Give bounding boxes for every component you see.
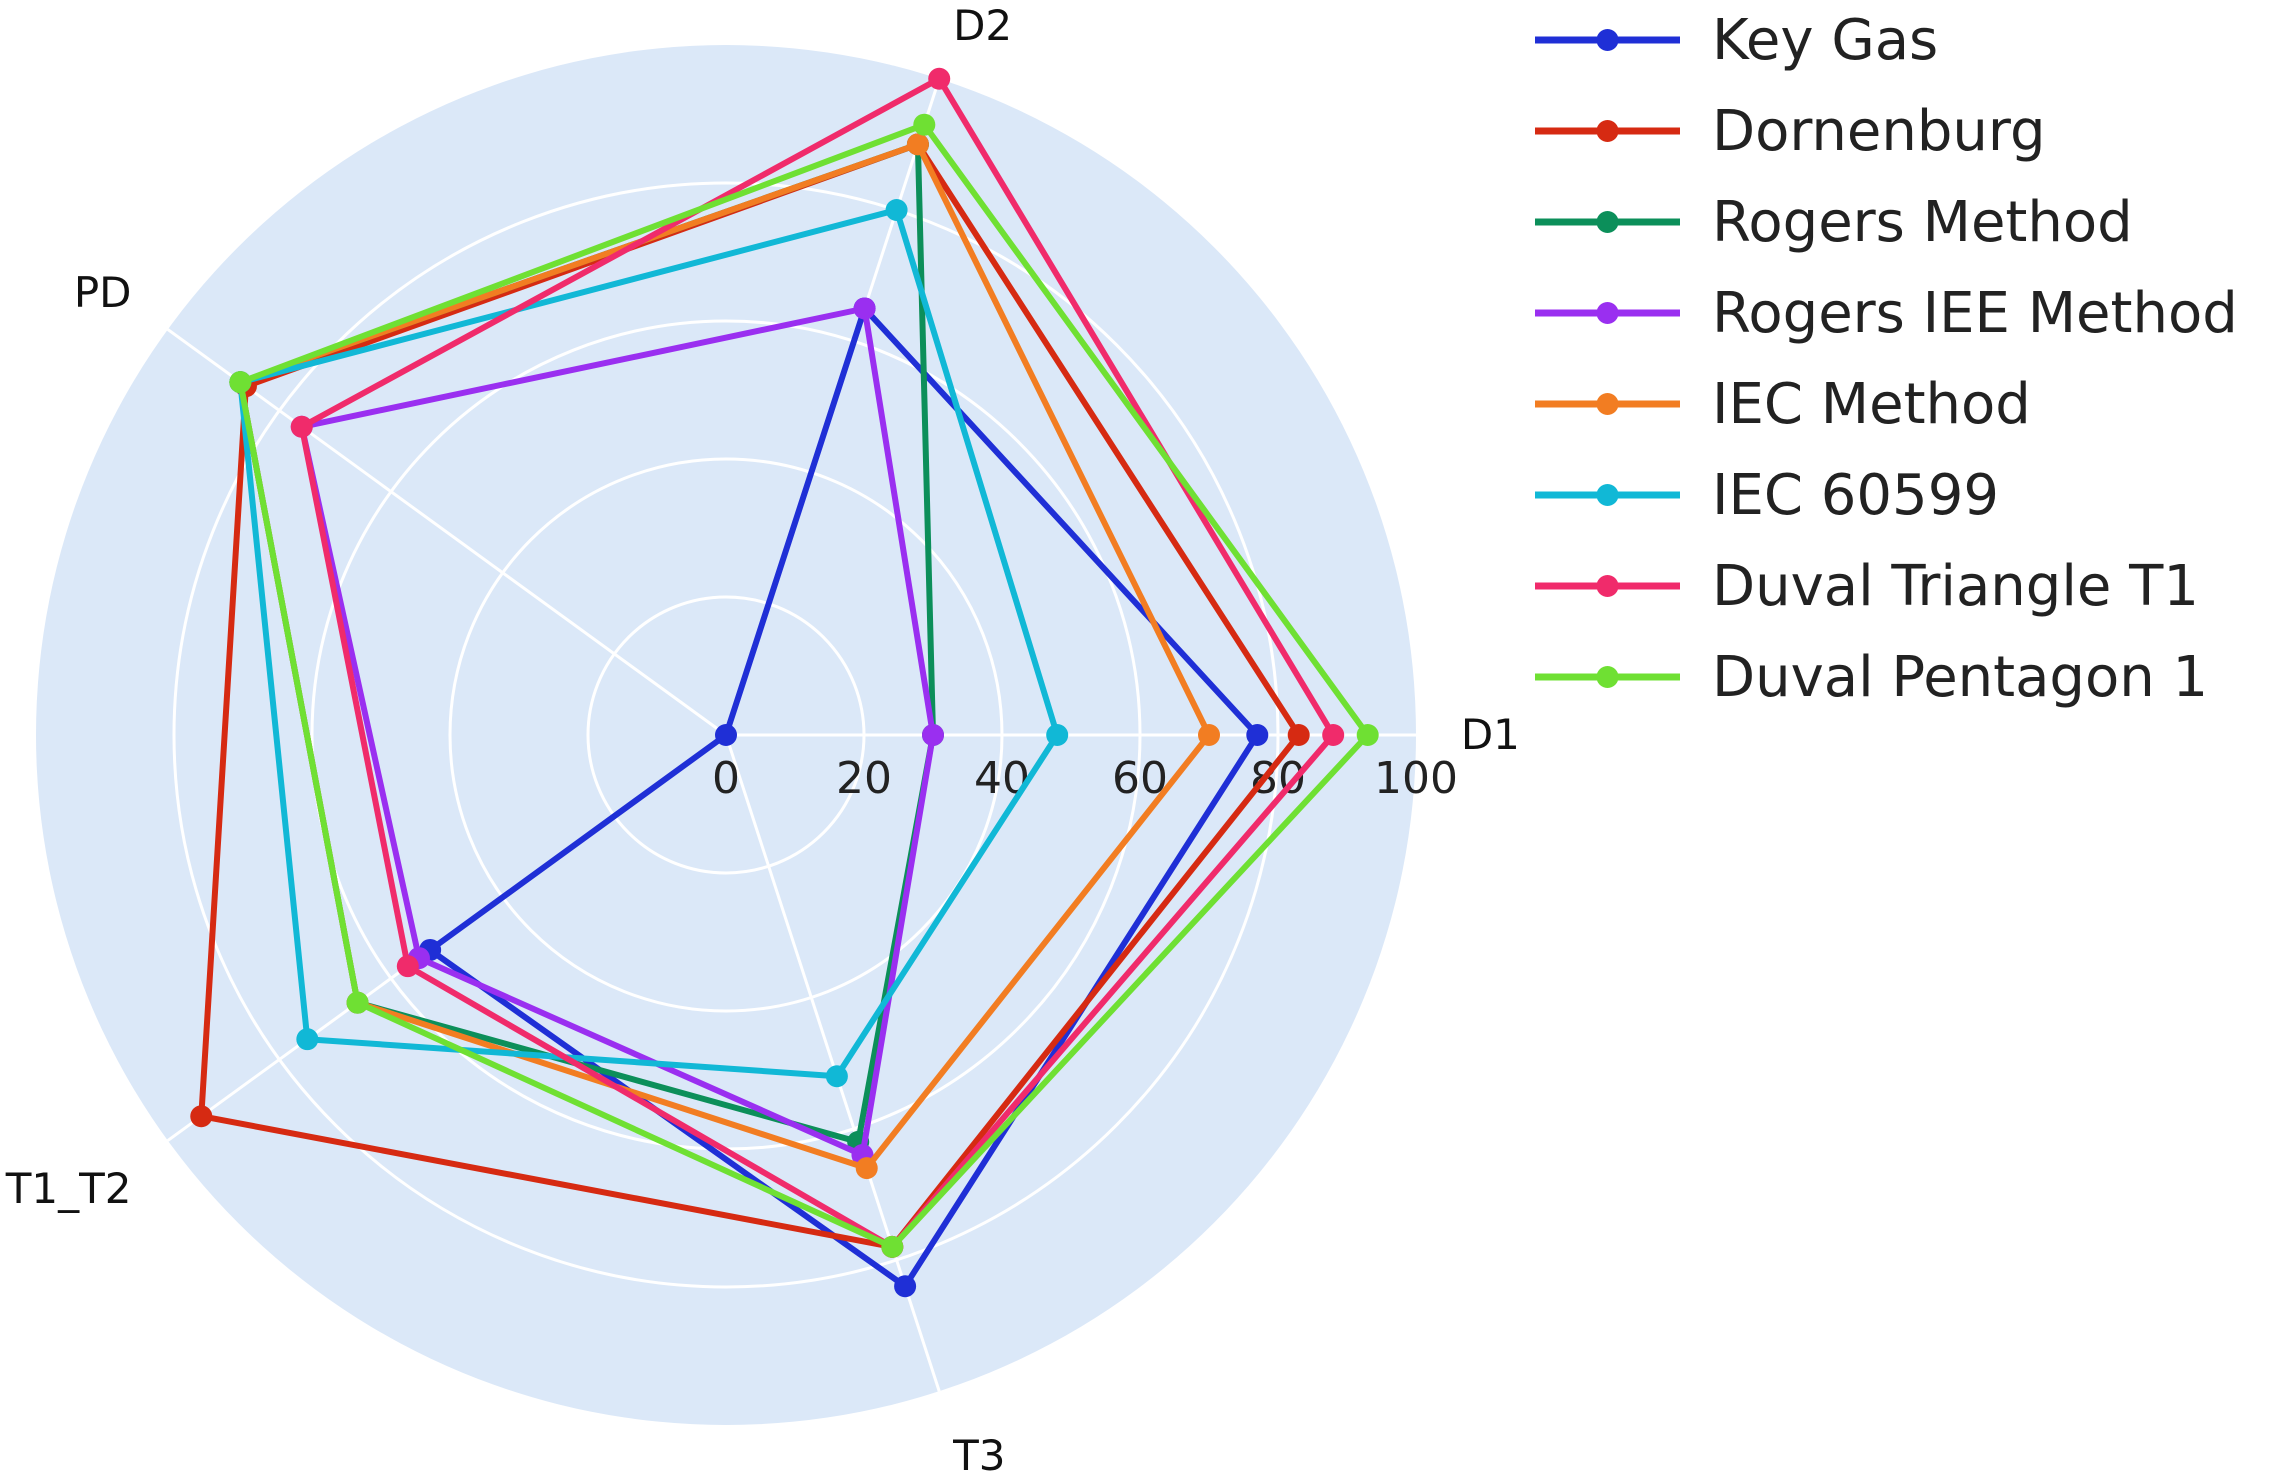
axis-label-pd: PD (74, 268, 132, 317)
data-point-t3 (894, 1275, 917, 1298)
radial-tick-0: 0 (712, 753, 740, 804)
data-point-d1 (1356, 724, 1379, 746)
legend-marker (1596, 211, 1619, 233)
legend-item: Rogers IEE Method (1535, 281, 2238, 346)
data-point-pd (715, 724, 737, 746)
data-point-d1 (1287, 724, 1310, 746)
series-line (298, 305, 936, 1158)
radial-tick-20: 20 (836, 753, 892, 804)
series-7 (229, 113, 1379, 1258)
legend-marker (1596, 484, 1619, 506)
legend-item: Rogers Method (1535, 190, 2133, 255)
data-point-d2 (853, 297, 876, 320)
legend-item: Duval Pentagon 1 (1535, 645, 2208, 710)
series-line (298, 75, 1337, 1250)
data-point-pd (229, 371, 252, 394)
data-point-t1_t2 (296, 1028, 319, 1051)
legend-marker (1596, 302, 1619, 324)
data-point-d2 (928, 67, 951, 90)
legend-item: Dornenburg (1535, 99, 2045, 164)
legend-label: Key Gas (1712, 8, 1938, 73)
axis-labels: D1 D2 PD T1_T2 T3 (5, 1, 1520, 1472)
legend-label: IEC Method (1712, 372, 2031, 437)
axis-label-d2: D2 (953, 1, 1012, 50)
legend-marker (1596, 120, 1619, 142)
legend-marker (1596, 575, 1619, 597)
legend-label: IEC 60599 (1712, 463, 1999, 528)
data-point-d1 (1322, 724, 1345, 746)
legend-marker (1596, 393, 1619, 415)
data-point-t1_t2 (396, 955, 419, 978)
data-point-t3 (825, 1065, 848, 1088)
radial-tick-100: 100 (1374, 753, 1458, 804)
legend-item: Key Gas (1535, 8, 1938, 73)
data-point-pd (290, 415, 313, 438)
legend-marker (1596, 666, 1619, 688)
data-point-d2 (913, 113, 936, 136)
spoke-pd (166, 328, 727, 737)
series-line (237, 121, 1371, 1250)
series-line (237, 207, 1061, 1080)
radial-tick-40: 40 (974, 753, 1030, 804)
data-point-d1 (1198, 724, 1220, 746)
legend-item: IEC Method (1535, 372, 2031, 437)
legend-label: Rogers IEE Method (1712, 281, 2238, 346)
series-line (198, 141, 1302, 1250)
data-point-d1 (1246, 724, 1269, 746)
series-line (427, 305, 1261, 1290)
data-point-t3 (881, 1235, 904, 1258)
axis-label-t1_t2: T1_T2 (5, 1164, 132, 1213)
data-point-t3 (855, 1157, 878, 1180)
data-point-d2 (885, 199, 908, 222)
legend-label: Duval Triangle T1 (1712, 554, 2199, 619)
legend-label: Dornenburg (1712, 99, 2045, 164)
legend-label: Duval Pentagon 1 (1712, 645, 2208, 710)
legend-marker (1596, 29, 1619, 51)
data-point-t1_t2 (346, 991, 369, 1014)
legend-item: Duval Triangle T1 (1535, 554, 2199, 619)
axis-label-d1: D1 (1461, 710, 1520, 759)
legend: Key Gas Dornenburg Rogers Method Rogers IEE… (1535, 8, 2238, 710)
data-point-d1 (1046, 724, 1069, 746)
legend-item: IEC 60599 (1535, 463, 1999, 528)
axis-label-t3: T3 (952, 1431, 1005, 1472)
series-layer (190, 67, 1379, 1298)
data-point-d1 (922, 724, 944, 746)
data-point-d2 (906, 133, 929, 156)
legend-label: Rogers Method (1712, 190, 2133, 255)
data-point-t1_t2 (190, 1105, 213, 1128)
